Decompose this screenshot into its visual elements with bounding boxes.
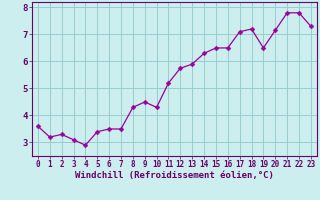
- X-axis label: Windchill (Refroidissement éolien,°C): Windchill (Refroidissement éolien,°C): [75, 171, 274, 180]
